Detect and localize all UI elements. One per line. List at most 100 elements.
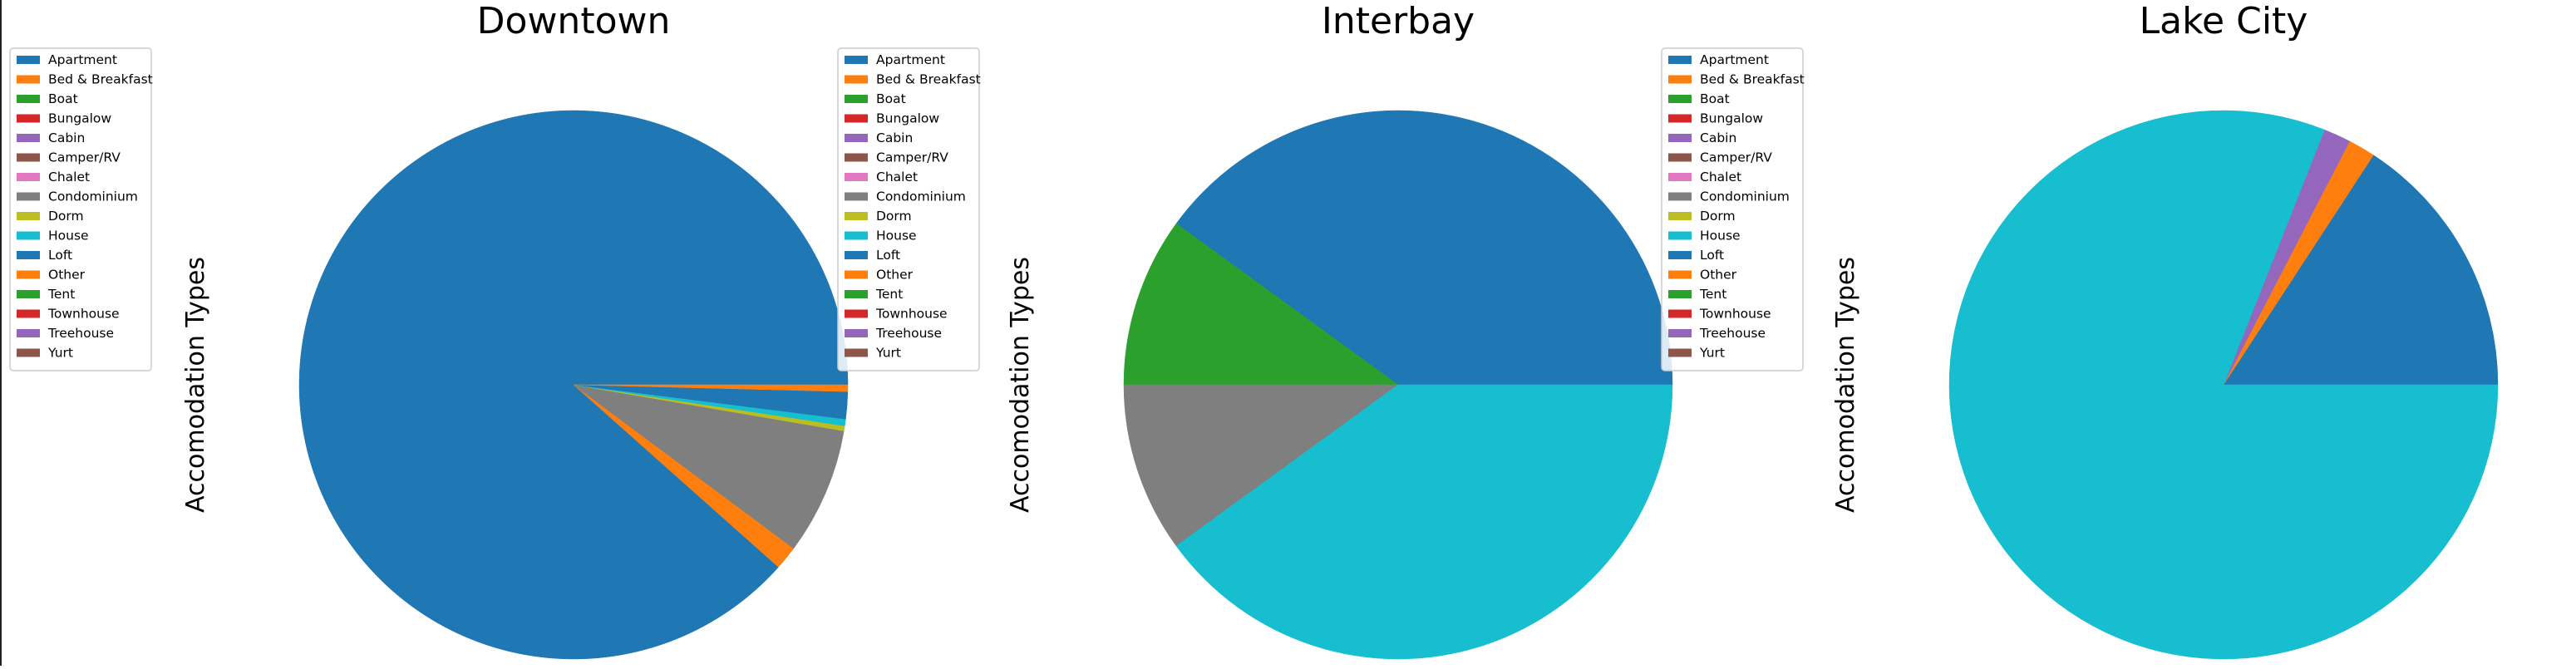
legend-frame <box>837 47 980 371</box>
legend-entry-loft: Loft <box>48 248 72 263</box>
legend-entry-loft: Loft <box>876 248 900 263</box>
legend-entry-bungalow: Bungalow <box>1700 111 1763 126</box>
pie-slice-house <box>1948 110 2499 660</box>
pie-slice-house <box>1175 384 1673 660</box>
legend-entry-bed-breakfast: Bed & Breakfast <box>876 72 981 87</box>
legend-entry-cabin: Cabin <box>876 130 913 145</box>
legend-entry-boat: Boat <box>1700 91 1730 106</box>
legend-swatch <box>1668 95 1692 103</box>
y-axis-label: Accomodation Types <box>1831 257 1860 513</box>
legend-swatch <box>1668 153 1692 162</box>
legend-entry-camper-rv: Camper/RV <box>876 150 948 165</box>
legend-entry-house: House <box>1700 229 1741 243</box>
legend-swatch <box>845 192 868 201</box>
legend-entry-condominium: Condominium <box>876 189 966 204</box>
legend-entry-apartment: Apartment <box>48 52 117 67</box>
legend-swatch <box>845 348 868 357</box>
pie-slice-apartment <box>1175 110 1673 386</box>
legend-entry-bungalow: Bungalow <box>876 111 939 126</box>
legend-swatch <box>17 212 40 220</box>
chart-title: Downtown <box>477 0 671 42</box>
legend-entry-apartment: Apartment <box>876 52 945 67</box>
legend-swatch <box>1668 348 1692 357</box>
legend-entry-treehouse: Treehouse <box>47 326 114 341</box>
legend-entry-treehouse: Treehouse <box>1699 326 1766 341</box>
chart-title: Interbay <box>1322 0 1475 42</box>
legend-entry-tent: Tent <box>1699 287 1726 302</box>
pie-slice-boat <box>1123 223 1399 386</box>
legend-entry-townhouse: Townhouse <box>1699 307 1771 322</box>
legend-swatch <box>1668 192 1692 201</box>
legend-swatch <box>1668 173 1692 181</box>
legend-swatch <box>17 134 40 142</box>
legend-entry-yurt: Yurt <box>875 346 901 361</box>
legend-swatch <box>845 153 868 162</box>
legend-entry-bed-breakfast: Bed & Breakfast <box>1700 72 1805 87</box>
pie-slice-condominium <box>1123 384 1399 547</box>
legend-frame <box>9 47 152 371</box>
legend-entry-house: House <box>876 229 917 243</box>
legend-entry-other: Other <box>876 268 914 283</box>
legend-swatch <box>1668 329 1692 337</box>
y-axis-label: Accomodation Types <box>181 257 210 513</box>
legend-swatch <box>17 153 40 162</box>
legend-entry-chalet: Chalet <box>48 170 90 184</box>
legend-swatch <box>1668 75 1692 84</box>
legend-swatch <box>845 212 868 220</box>
legend-entry-condominium: Condominium <box>1700 189 1790 204</box>
legend-swatch <box>845 309 868 318</box>
legend-swatch <box>845 75 868 84</box>
legend-swatch <box>1668 290 1692 298</box>
legend-swatch <box>17 114 40 123</box>
legend-swatch <box>845 251 868 259</box>
legend-swatch <box>1668 270 1692 279</box>
legend-swatch <box>17 251 40 259</box>
legend-swatch <box>1668 212 1692 220</box>
legend-swatch <box>17 95 40 103</box>
legend-entry-cabin: Cabin <box>1700 130 1736 145</box>
legend-swatch <box>845 329 868 337</box>
legend-entry-apartment: Apartment <box>1700 52 1769 67</box>
legend-swatch <box>845 114 868 123</box>
pie-chart-downtown: Downtown Accomodation Types Apartment Bed &… <box>9 0 849 660</box>
legend: Apartment Bed & Breakfast Boat Bungalow Cabi… <box>837 47 981 371</box>
legend-swatch <box>17 348 40 357</box>
legend-entry-chalet: Chalet <box>876 170 918 184</box>
legend: Apartment Bed & Breakfast Boat Bungalow Cabi… <box>1661 47 1805 371</box>
pie-slice-apartment <box>2223 155 2499 386</box>
legend-swatch <box>17 56 40 64</box>
legend-entry-yurt: Yurt <box>1699 346 1725 361</box>
legend-swatch <box>845 290 868 298</box>
legend-swatch <box>845 173 868 181</box>
legend-swatch <box>17 290 40 298</box>
pie-chart-lake-city: Lake City Accomodation Types Apartment Bed … <box>1661 0 2499 660</box>
legend-swatch <box>17 329 40 337</box>
legend-entry-other: Other <box>1700 268 1737 283</box>
legend-entry-boat: Boat <box>876 91 906 106</box>
chart-title: Lake City <box>2140 0 2308 42</box>
pie-chart-interbay: Interbay Accomodation Types Apartment Bed &… <box>837 0 1673 660</box>
legend-swatch <box>17 270 40 279</box>
legend-entry-dorm: Dorm <box>876 209 912 224</box>
legend: Apartment Bed & Breakfast Boat Bungalow Cabi… <box>9 47 153 371</box>
legend-swatch <box>17 309 40 318</box>
legend-entry-treehouse: Treehouse <box>875 326 942 341</box>
legend-entry-bungalow: Bungalow <box>48 111 111 126</box>
legend-swatch <box>17 173 40 181</box>
legend-swatch <box>1668 56 1692 64</box>
pie-slice-condominium <box>573 384 845 549</box>
legend-swatch <box>17 75 40 84</box>
legend-entry-dorm: Dorm <box>1700 209 1736 224</box>
legend-entry-house: House <box>48 229 89 243</box>
legend-entry-camper-rv: Camper/RV <box>48 150 121 165</box>
legend-swatch <box>845 134 868 142</box>
legend-entry-townhouse: Townhouse <box>47 307 120 322</box>
legend-entry-other: Other <box>48 268 86 283</box>
legend-entry-condominium: Condominium <box>48 189 138 204</box>
legend-entry-tent: Tent <box>47 287 75 302</box>
legend-swatch <box>845 95 868 103</box>
legend-swatch <box>17 231 40 240</box>
legend-entry-camper-rv: Camper/RV <box>1700 150 1772 165</box>
